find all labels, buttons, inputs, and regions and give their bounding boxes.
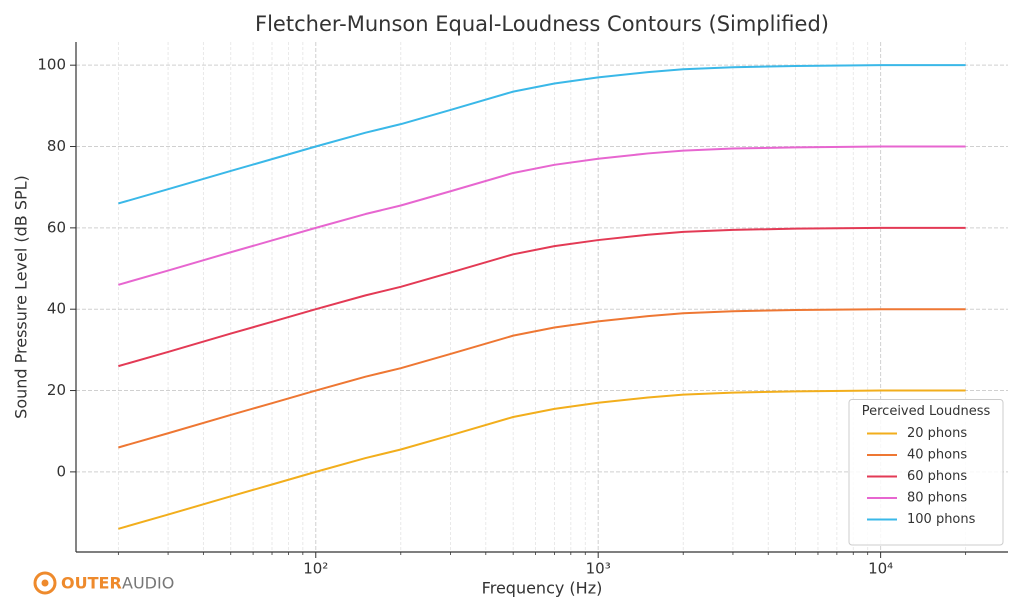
- legend-label: 60 phons: [907, 469, 967, 484]
- line-series: [118, 389, 966, 530]
- logo: OUTER AUDIO: [33, 571, 174, 595]
- x-axis-label: Frequency (Hz): [482, 579, 603, 598]
- y-tick-label: 80: [47, 137, 66, 155]
- logo-icon-dot: [41, 579, 49, 587]
- legend-title: Perceived Loudness: [862, 404, 991, 419]
- y-tick-label: 20: [47, 381, 66, 399]
- legend-label: 40 phons: [907, 448, 967, 463]
- legend: Perceived Loudness 20 phons 40 phons 60 pho…: [848, 399, 1004, 546]
- chart-title: Fletcher-Munson Equal-Loudness Contours …: [255, 12, 829, 36]
- logo-product: AUDIO: [122, 574, 174, 593]
- x-tick-label: 10³: [586, 560, 611, 578]
- y-tick-label: 100: [37, 56, 66, 74]
- x-tick-label: 10²: [303, 560, 328, 578]
- line-series: [118, 64, 966, 205]
- line-series: [118, 145, 966, 286]
- logo-brand: OUTER: [61, 574, 122, 593]
- legend-box: [848, 399, 1004, 546]
- y-tick-label: 40: [47, 300, 66, 318]
- y-tick-label: 60: [47, 218, 66, 236]
- legend-label: 100 phons: [907, 512, 976, 527]
- x-tick-label: 10⁴: [868, 560, 893, 578]
- line-series: [118, 308, 966, 449]
- logo-icon: [33, 571, 57, 595]
- legend-label: 20 phons: [907, 426, 967, 441]
- line-series: [118, 226, 966, 368]
- y-axis-label: Sound Pressure Level (dB SPL): [12, 175, 31, 419]
- legend-label: 80 phons: [907, 491, 967, 506]
- y-tick-label: 0: [56, 462, 66, 480]
